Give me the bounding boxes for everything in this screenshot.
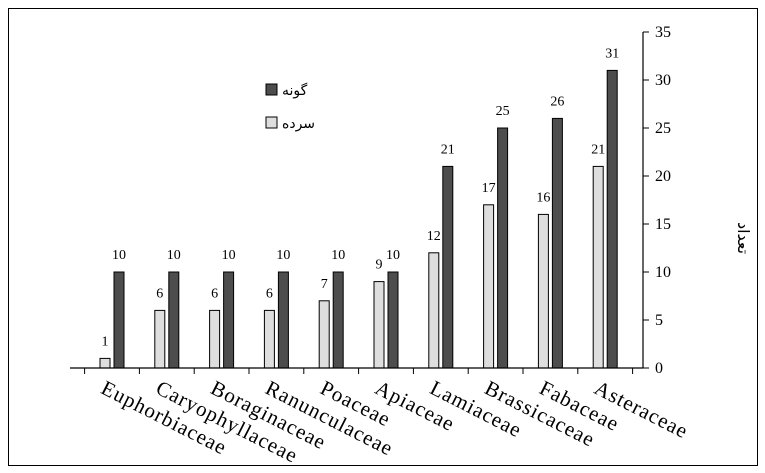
- y-tick-label: 25: [655, 120, 671, 137]
- y-tick-label: 15: [655, 216, 671, 233]
- genus-data-label: 17: [482, 181, 496, 196]
- chart-frame: [8, 8, 758, 466]
- genus-bar: [263, 309, 275, 369]
- species-bar: [551, 117, 563, 369]
- genus-data-label: 16: [536, 190, 550, 205]
- axis-ticks-layer: 0 5 10 15 20 25 30 35: [84, 24, 671, 377]
- genus-bar: [99, 357, 111, 369]
- genus-bar: [154, 309, 166, 369]
- genus-data-label: 12: [427, 229, 441, 244]
- species-bar: [606, 69, 618, 369]
- species-bar: [113, 271, 125, 369]
- species-data-label: 31: [605, 46, 619, 61]
- species-data-label: 10: [331, 248, 345, 263]
- y-tick-label: 5: [655, 312, 663, 329]
- species-data-label: 21: [441, 142, 455, 157]
- species-legend-swatch: [265, 83, 278, 96]
- species-data-label: 10: [112, 248, 126, 263]
- species-bar: [168, 271, 180, 369]
- genus-data-label: 6: [211, 286, 218, 301]
- genus-legend-swatch: [265, 116, 278, 129]
- genus-bar: [428, 252, 440, 369]
- species-data-label: 10: [167, 248, 181, 263]
- genus-data-label: 7: [321, 277, 328, 292]
- genus-data-label: 6: [266, 286, 273, 301]
- genus-bar: [209, 309, 221, 369]
- species-legend-label: گونه: [282, 82, 308, 99]
- species-data-label: 25: [496, 104, 510, 119]
- genus-bar: [483, 204, 495, 369]
- y-tick-label: 30: [655, 72, 671, 89]
- species-bar: [442, 165, 454, 369]
- genus-data-label: 9: [376, 258, 383, 273]
- species-bar: [277, 271, 289, 369]
- genus-legend-label: سرده: [282, 116, 315, 132]
- y-tick-label: 10: [655, 264, 671, 281]
- species-data-label: 26: [550, 94, 564, 109]
- species-data-label: 10: [386, 248, 400, 263]
- species-bar: [223, 271, 235, 369]
- y-tick-label: 35: [655, 24, 671, 41]
- y-axis-title: تعداد: [734, 222, 753, 254]
- species-data-label: 10: [276, 248, 290, 263]
- genus-data-label: 6: [156, 286, 163, 301]
- y-tick-label: 0: [655, 360, 663, 377]
- species-bar: [332, 271, 344, 369]
- genus-bar: [537, 213, 549, 369]
- species-bar: [387, 271, 399, 369]
- species-bar: [497, 127, 509, 369]
- genus-bar: [318, 300, 330, 369]
- genus-data-label: 1: [102, 334, 109, 349]
- genus-bar: [592, 165, 604, 369]
- y-tick-label: 20: [655, 168, 671, 185]
- species-data-label: 10: [222, 248, 236, 263]
- genus-data-label: 21: [591, 142, 605, 157]
- genus-bar: [373, 281, 385, 369]
- legend: گونه سرده: [265, 82, 315, 132]
